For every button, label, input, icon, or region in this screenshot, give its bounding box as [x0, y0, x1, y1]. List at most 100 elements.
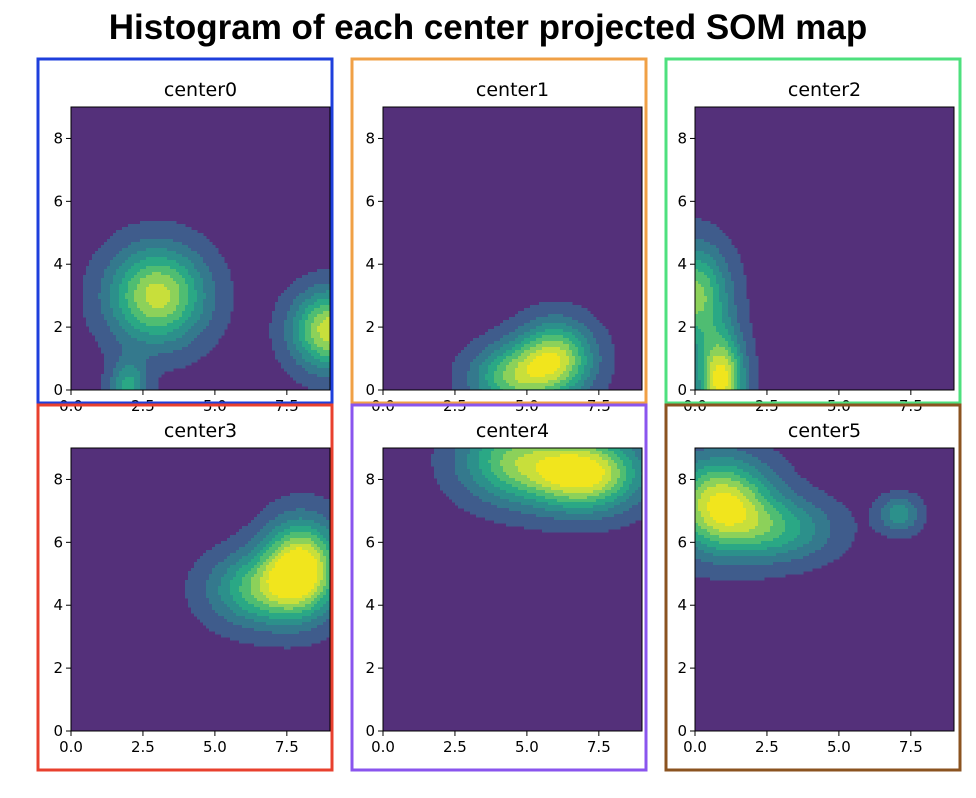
contour-cell — [92, 302, 96, 306]
contour-cell — [311, 359, 315, 363]
contour-cell — [158, 242, 162, 246]
contour-cell — [539, 332, 543, 336]
contour-cell — [326, 323, 330, 327]
contour-cell — [464, 353, 468, 357]
contour-cell — [710, 227, 714, 231]
contour-cell — [134, 311, 138, 315]
contour-cell — [218, 278, 222, 282]
contour-cell — [152, 374, 156, 378]
contour-cell — [221, 329, 225, 333]
contour-cell — [557, 353, 561, 357]
contour-cell — [575, 329, 579, 333]
contour-cell — [566, 311, 570, 315]
contour-cell — [140, 242, 144, 246]
contour-cell — [557, 365, 561, 369]
contour-cell — [701, 242, 705, 246]
contour-cell — [500, 332, 504, 336]
contour-cell — [194, 263, 198, 267]
contour-cell — [521, 317, 525, 321]
contour-cell — [185, 275, 189, 279]
contour-cell — [110, 293, 114, 297]
contour-cell — [212, 266, 216, 270]
contour-cell — [500, 329, 504, 333]
contour-cell — [113, 287, 117, 291]
contour-cell — [506, 368, 510, 372]
y-tick-label: 6 — [53, 192, 63, 210]
contour-cell — [191, 326, 195, 330]
contour-cell — [230, 281, 234, 285]
contour-cell — [122, 233, 126, 237]
contour-cell — [533, 374, 537, 378]
contour-cell — [113, 344, 117, 348]
contour-cell — [164, 311, 168, 315]
contour-cell — [740, 269, 744, 273]
contour-cell — [506, 326, 510, 330]
contour-cell — [101, 272, 105, 276]
contour-cell — [488, 350, 492, 354]
contour-cell — [572, 338, 576, 342]
contour-cell — [128, 266, 132, 270]
contour-cell — [707, 266, 711, 270]
contour-cell — [203, 236, 207, 240]
contour-cell — [497, 344, 501, 348]
contour-cell — [224, 272, 228, 276]
contour-cell — [143, 335, 147, 339]
contour-cell — [317, 335, 321, 339]
contour-cell — [287, 365, 291, 369]
contour-cell — [734, 329, 738, 333]
contour-cell — [206, 284, 210, 288]
contour-cell — [176, 362, 180, 366]
contour-cell — [560, 320, 564, 324]
contour-cell — [524, 383, 528, 387]
contour-cell — [491, 347, 495, 351]
contour-cell — [740, 326, 744, 330]
contour-cell — [104, 254, 108, 258]
contour-cell — [161, 290, 165, 294]
contour-cell — [581, 308, 585, 312]
contour-cell — [314, 275, 318, 279]
contour-cell — [161, 323, 165, 327]
contour-cell — [284, 344, 288, 348]
contour-cell — [137, 380, 141, 384]
contour-cell — [704, 275, 708, 279]
contour-cell — [125, 254, 129, 258]
contour-cell — [305, 299, 309, 303]
contour-cell — [716, 293, 720, 297]
contour-cell — [179, 329, 183, 333]
contour-cell — [602, 386, 606, 390]
contour-cell — [566, 305, 570, 309]
contour-cell — [281, 359, 285, 363]
contour-cell — [542, 311, 546, 315]
contour-cell — [209, 272, 213, 276]
contour-cell — [215, 338, 219, 342]
contour-cell — [293, 290, 297, 294]
contour-cell — [725, 281, 729, 285]
contour-cell — [707, 344, 711, 348]
contour-cell — [320, 320, 324, 324]
contour-cell — [167, 281, 171, 285]
contour-cell — [215, 248, 219, 252]
contour-cell — [311, 332, 315, 336]
contour-cell — [497, 359, 501, 363]
contour-cell — [293, 353, 297, 357]
contour-cell — [158, 350, 162, 354]
contour-cell — [566, 377, 570, 381]
contour-cell — [458, 377, 462, 381]
contour-cell — [197, 341, 201, 345]
contour-cell — [716, 329, 720, 333]
contour-cell — [140, 254, 144, 258]
contour-cell — [737, 257, 741, 261]
contour-cell — [542, 314, 546, 318]
contour-cell — [89, 299, 93, 303]
contour-cell — [323, 344, 327, 348]
contour-cell — [218, 311, 222, 315]
contour-cell — [152, 287, 156, 291]
contour-cell — [278, 305, 282, 309]
contour-cell — [713, 359, 717, 363]
contour-cell — [173, 332, 177, 336]
contour-cell — [725, 314, 729, 318]
contour-cell — [302, 377, 306, 381]
contour-cell — [107, 368, 111, 372]
contour-cell — [524, 347, 528, 351]
contour-cell — [194, 317, 198, 321]
